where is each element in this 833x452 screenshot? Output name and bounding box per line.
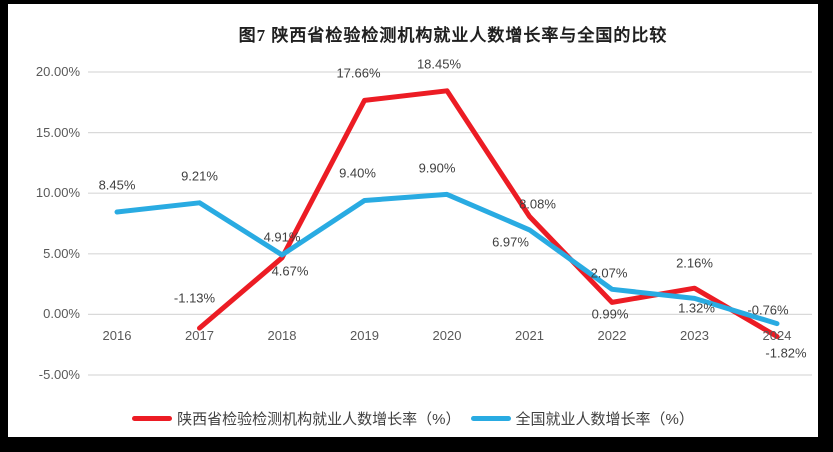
data-label-red: 8.08% (519, 196, 556, 211)
data-label-blue: 9.40% (339, 165, 376, 180)
x-tick-label: 2019 (350, 328, 379, 343)
chart-canvas: 图7 陕西省检验检测机构就业人数增长率与全国的比较 20.00% 15.00% 10… (8, 4, 818, 437)
data-label-blue: 1.32% (678, 300, 715, 316)
x-tick-label: 2023 (680, 328, 709, 343)
x-tick-label: 2017 (185, 328, 214, 343)
data-label-red: 17.66% (336, 65, 381, 81)
series-line-blue (114, 191, 780, 327)
y-tick-label: 5.00% (43, 245, 80, 261)
data-label-blue: 4.91% (263, 229, 301, 245)
x-tick-label: 2021 (515, 328, 544, 343)
data-label-red: -1.13% (173, 290, 216, 306)
y-tick-label: -5.00% (38, 367, 80, 382)
data-label-red: -1.82% (765, 345, 807, 360)
data-label-red: 0.99% (591, 306, 629, 322)
chart-title: 图7 陕西省检验检测机构就业人数增长率与全国的比较 (238, 26, 668, 45)
legend-label: 全国就业人数增长率（%） (515, 410, 694, 428)
y-tick-label: 20.00% (35, 64, 80, 79)
data-label-blue: -0.76% (747, 302, 789, 318)
x-tick-label: 2020 (432, 328, 462, 343)
data-label-blue: 6.97% (492, 234, 529, 250)
data-label-blue: 8.45% (98, 177, 136, 193)
x-tick-label: 2018 (267, 328, 297, 343)
legend-swatch-blue-icon (470, 415, 511, 421)
data-label-red: 2.16% (676, 255, 713, 271)
y-tick-label: 0.00% (43, 306, 80, 322)
x-tick-label: 2022 (597, 328, 627, 343)
legend: 陕西省检验检测机构就业人数增长率（%） 全国就业人数增长率（%） (8, 407, 818, 429)
series-line-red (197, 88, 780, 339)
legend-label: 陕西省检验检测机构就业人数增长率（%） (177, 410, 461, 428)
data-label-blue: 9.21% (181, 168, 218, 184)
legend-item-blue: 全国就业人数增长率（%） (470, 408, 694, 429)
data-label-blue: 2.07% (590, 265, 628, 281)
plot-area (88, 71, 812, 376)
y-tick-label: 10.00% (35, 185, 80, 201)
y-tick-label: 15.00% (35, 124, 80, 140)
data-label-red: 4.67% (271, 263, 309, 279)
x-tick-label: 2016 (102, 328, 132, 343)
legend-swatch-red-icon (132, 415, 173, 421)
legend-item-red: 陕西省检验检测机构就业人数增长率（%） (132, 408, 461, 429)
x-tick-label: 2024 (762, 328, 792, 343)
data-label-red: 18.45% (416, 56, 462, 72)
data-label-blue: 9.90% (418, 160, 456, 176)
